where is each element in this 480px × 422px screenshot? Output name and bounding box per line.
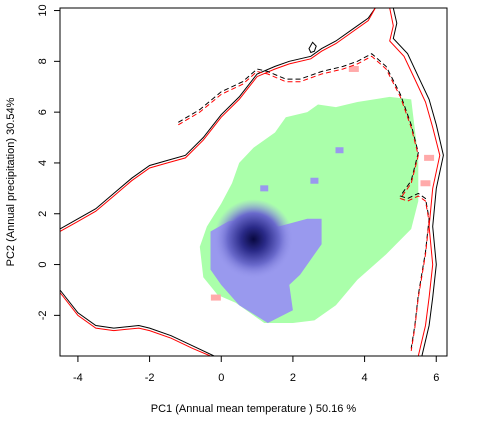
envelope-solid-black <box>60 8 444 356</box>
envelope-small-loop <box>308 41 317 54</box>
x-tick-label: -2 <box>145 372 155 384</box>
plot-area <box>60 8 444 356</box>
envelope-bottom-black <box>60 289 215 356</box>
y-tick-label: 8 <box>37 58 49 64</box>
y-axis-title: PC2 (Annual precipitation) 30.54% <box>5 97 17 266</box>
y-tick-label: 0 <box>37 261 49 267</box>
envelope-solid-red <box>60 8 441 356</box>
single-species-speck <box>210 294 221 301</box>
y-axis: -2 0 2 4 6 8 10 <box>37 4 61 320</box>
density-speck <box>260 185 269 192</box>
y-tick-label: 4 <box>37 160 49 166</box>
single-species-speck <box>348 65 359 72</box>
y-tick-label: 10 <box>37 4 49 16</box>
x-tick-label: 2 <box>290 372 296 384</box>
x-tick-label: 4 <box>362 372 368 384</box>
density-speck <box>310 177 319 184</box>
envelope-dashed-black <box>178 53 430 349</box>
x-tick-label: 6 <box>433 372 439 384</box>
single-species-speck <box>420 180 431 187</box>
envelope-dashed-red <box>178 55 430 351</box>
x-tick-label: 0 <box>218 372 224 384</box>
x-axis-title: PC1 (Annual mean temperature ) 50.16 % <box>151 403 357 415</box>
y-tick-label: 6 <box>37 109 49 115</box>
density-peak <box>213 199 294 280</box>
y-tick-label: 2 <box>37 211 49 217</box>
y-tick-label: -2 <box>37 310 49 320</box>
envelope-bottom-red <box>60 292 211 356</box>
x-tick-label: -4 <box>73 372 83 384</box>
density-speck <box>335 147 344 154</box>
single-species-speck <box>424 154 435 161</box>
specks <box>210 65 435 301</box>
x-axis: -4 -2 0 2 4 6 <box>73 355 439 384</box>
